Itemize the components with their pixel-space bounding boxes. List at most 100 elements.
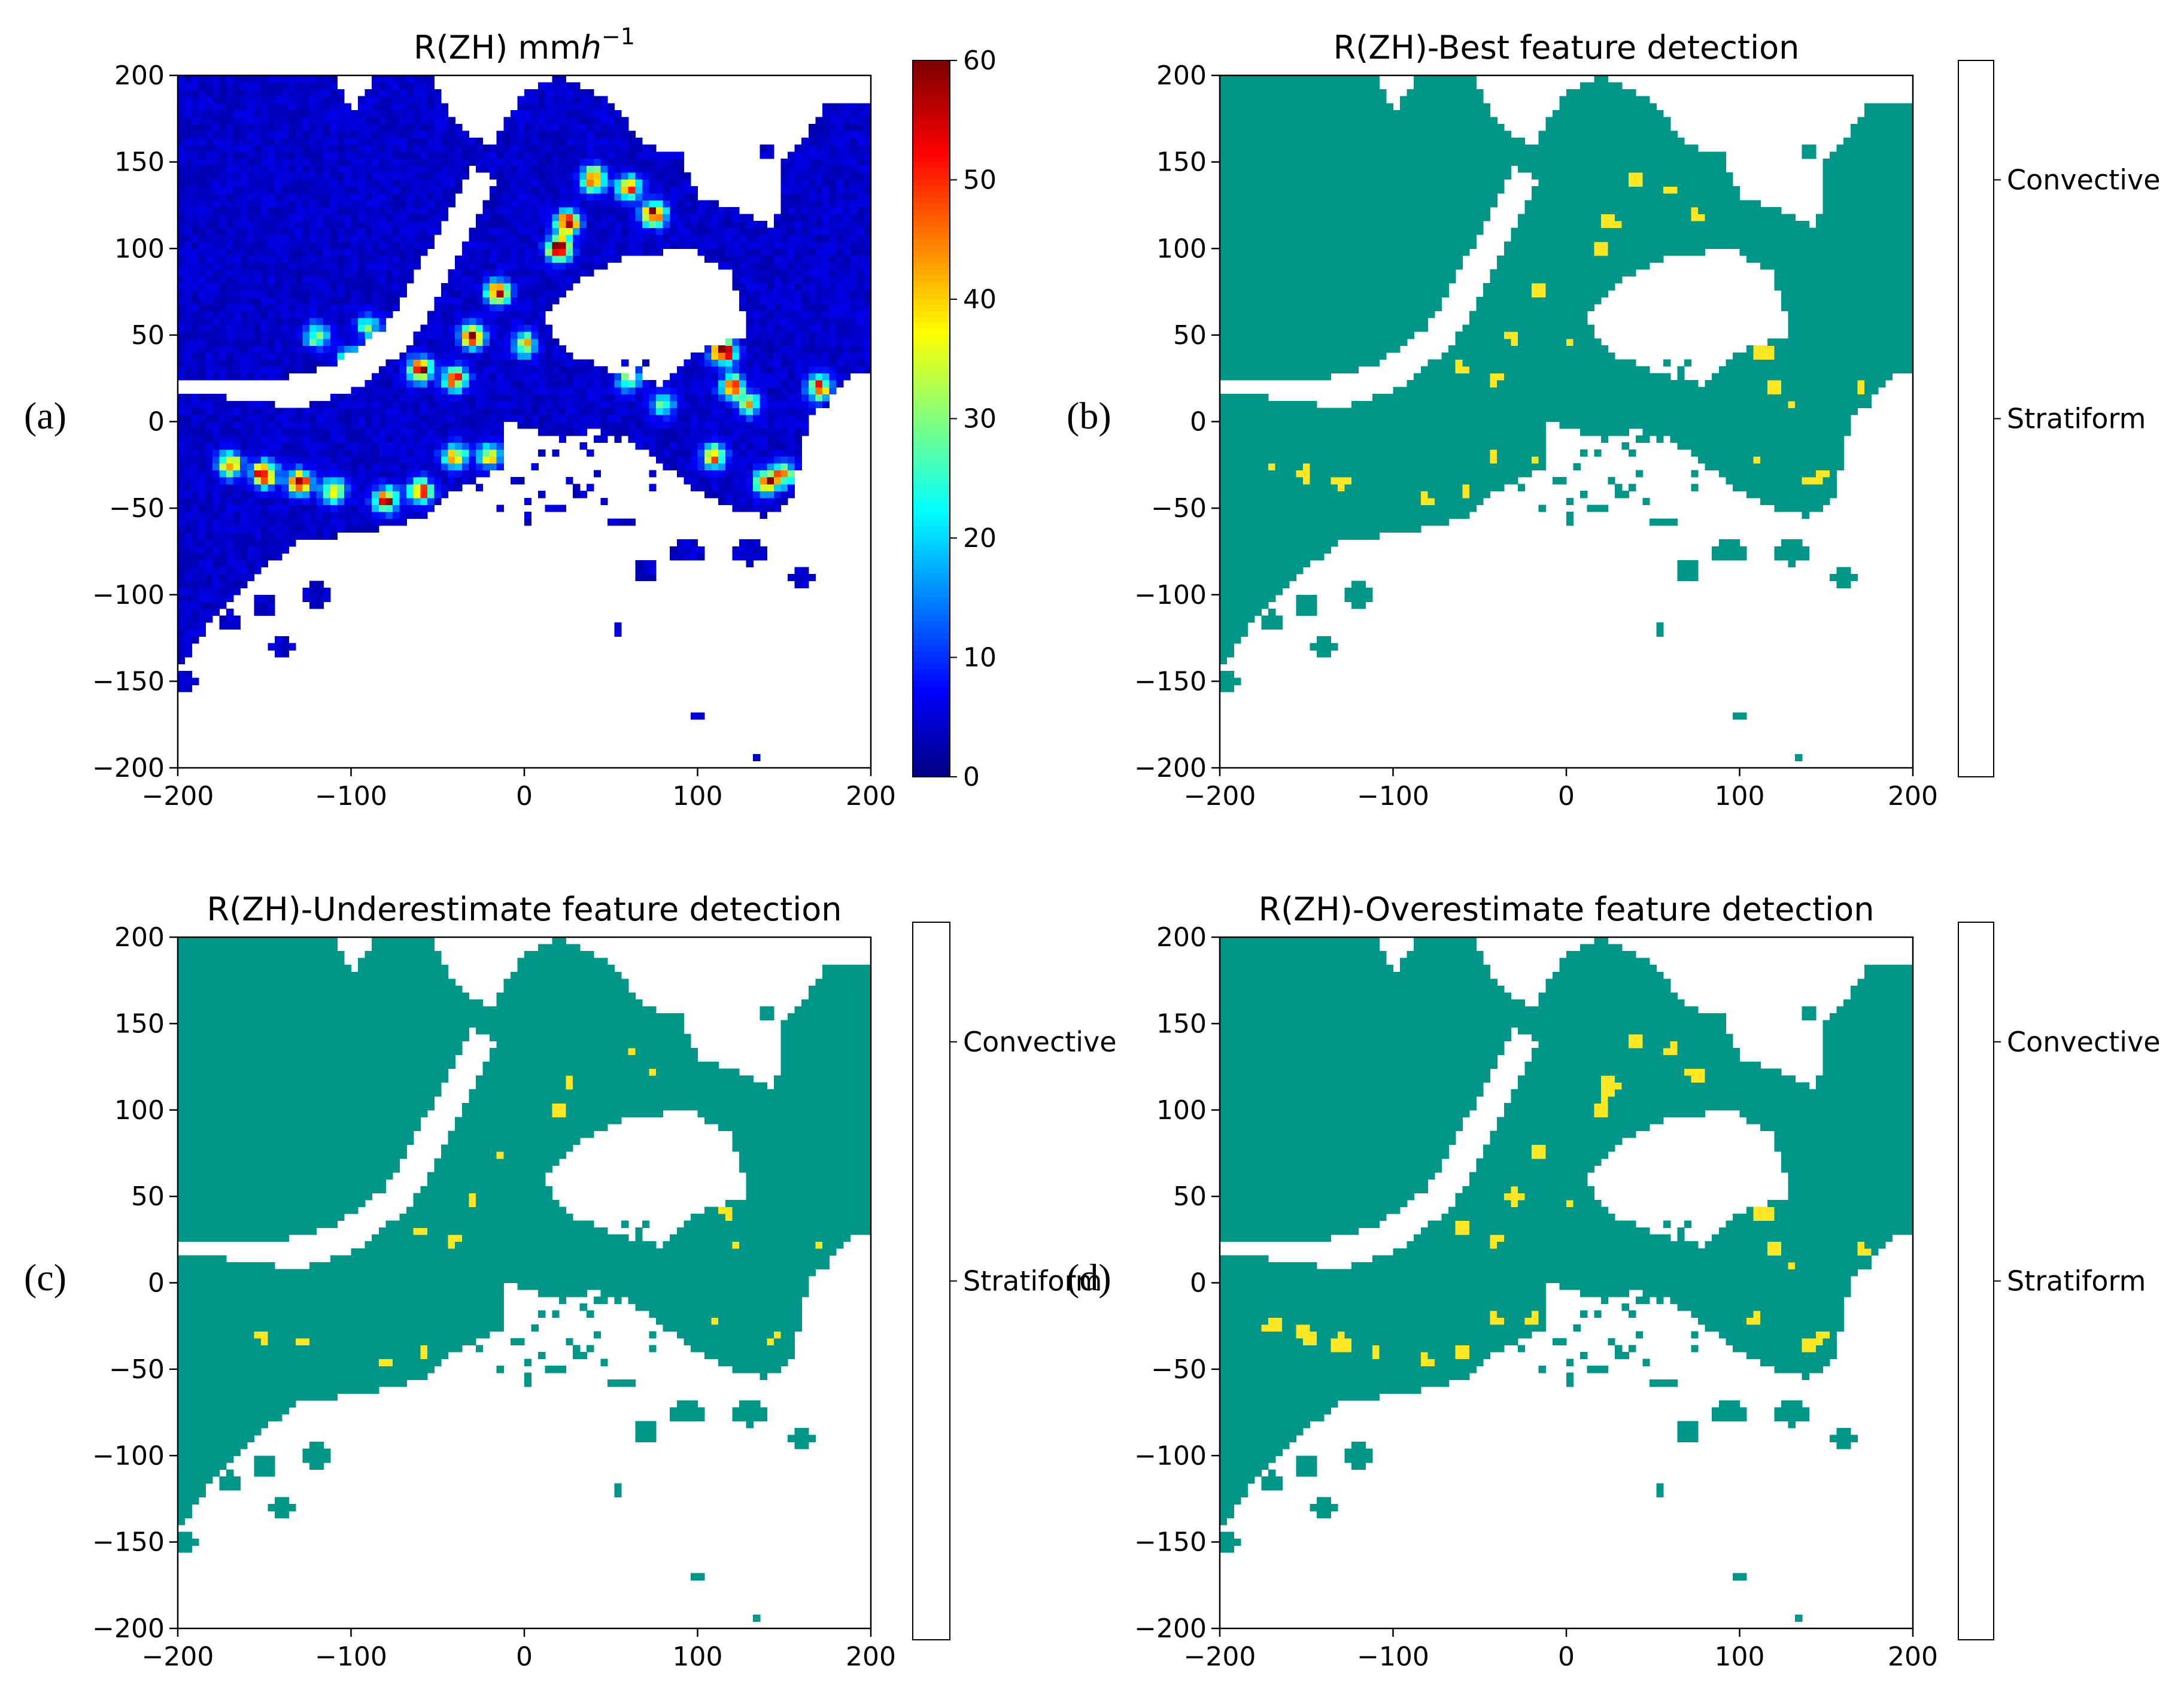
heatmap-cell <box>600 387 608 394</box>
heatmap-cell <box>233 442 241 450</box>
heatmap-cell <box>212 539 220 547</box>
heatmap-cell <box>808 332 816 339</box>
heatmap-cell <box>413 359 421 367</box>
heatmap-cell <box>558 408 567 415</box>
heatmap-cell <box>448 435 455 443</box>
heatmap-cell <box>552 269 560 277</box>
heatmap-cell <box>406 89 414 97</box>
heatmap-cell <box>732 497 740 505</box>
heatmap-cell <box>767 463 774 471</box>
heatmap-cell <box>302 505 310 512</box>
heatmap-cell <box>746 214 754 221</box>
heatmap-cell <box>240 103 248 111</box>
heatmap-cell <box>780 394 788 402</box>
heatmap-cell <box>413 345 421 353</box>
heatmap-cell <box>635 165 643 173</box>
heatmap-cell <box>850 124 858 132</box>
heatmap-cell <box>281 214 289 221</box>
heatmap-cell <box>545 303 552 311</box>
heatmap-cell <box>482 442 490 450</box>
heatmap-cell <box>413 179 421 187</box>
heatmap-cell <box>635 138 643 145</box>
heatmap-cell <box>822 158 830 166</box>
heatmap-cell <box>351 511 359 519</box>
heatmap-cell <box>649 414 657 423</box>
heatmap-cell <box>295 193 303 200</box>
heatmap-cell <box>399 248 407 256</box>
heatmap-cell <box>337 352 345 360</box>
heatmap-cell <box>531 366 539 374</box>
heatmap-cell <box>268 643 275 651</box>
heatmap-cell <box>364 124 372 132</box>
heatmap-cell <box>635 435 643 443</box>
heatmap-cell <box>538 324 546 332</box>
heatmap-cell <box>490 248 497 256</box>
heatmap-cell <box>393 124 400 132</box>
heatmap-cell <box>642 560 650 568</box>
heatmap-cell <box>760 470 767 478</box>
heatmap-cell <box>614 518 622 526</box>
heatmap-cell <box>510 158 518 166</box>
heatmap-cell <box>538 276 546 284</box>
heatmap-cell <box>233 103 241 111</box>
heatmap-cell <box>656 193 664 200</box>
heatmap-cell <box>496 172 504 180</box>
heatmap-cell <box>552 82 560 90</box>
heatmap-cell <box>198 241 206 249</box>
heatmap-cell <box>843 332 850 339</box>
heatmap-cell <box>475 387 484 394</box>
heatmap-cell <box>198 324 206 332</box>
heatmap-cell <box>448 338 455 346</box>
heatmap-cell <box>663 221 670 229</box>
heatmap-cell <box>635 241 643 249</box>
heatmap-cell <box>427 130 435 138</box>
heatmap-cell <box>801 186 809 194</box>
heatmap-cell <box>600 235 608 242</box>
heatmap-cell <box>240 414 248 423</box>
heatmap-cell <box>704 408 712 415</box>
heatmap-cell <box>323 235 331 242</box>
heatmap-cell <box>184 276 192 284</box>
heatmap-cell <box>226 338 234 346</box>
heatmap-cell <box>178 317 186 326</box>
heatmap-cell <box>198 110 206 118</box>
heatmap-cell <box>420 96 428 104</box>
heatmap-cell <box>517 290 525 297</box>
heatmap-cell <box>316 283 324 291</box>
heatmap-cell <box>732 442 740 450</box>
heatmap-cell <box>378 165 386 173</box>
heatmap-cell <box>475 262 484 270</box>
heatmap-cell <box>843 124 850 132</box>
heatmap-cell <box>510 283 518 291</box>
heatmap-cell <box>822 103 830 111</box>
heatmap-cell <box>801 241 809 249</box>
heatmap-cell <box>718 414 726 423</box>
heatmap-cell <box>469 297 476 305</box>
heatmap-cell <box>552 158 560 166</box>
heatmap-cell <box>558 75 567 83</box>
heatmap-cell <box>198 124 206 132</box>
heatmap-cell <box>843 186 850 194</box>
heatmap-cell <box>192 546 199 554</box>
heatmap-cell <box>558 276 567 284</box>
heatmap-cell <box>697 553 705 561</box>
heatmap-cell <box>517 283 525 291</box>
heatmap-cell <box>760 408 767 415</box>
heatmap-cell <box>420 449 428 457</box>
heatmap-cell <box>184 463 192 471</box>
heatmap-cell <box>843 117 850 124</box>
heatmap-cell <box>378 193 386 200</box>
heatmap-cell <box>178 158 186 166</box>
heatmap-cell <box>295 442 303 450</box>
heatmap-cell <box>393 276 400 284</box>
heatmap-cell <box>378 124 386 132</box>
heatmap-cell <box>393 463 400 471</box>
heatmap-cell <box>233 193 241 200</box>
heatmap-cell <box>219 366 227 374</box>
heatmap-cell <box>635 567 643 575</box>
heatmap-cell <box>836 138 844 145</box>
heatmap-cell <box>524 380 532 388</box>
heatmap-cell <box>275 332 283 339</box>
heatmap-cell <box>482 449 490 457</box>
heatmap-cell <box>323 262 331 270</box>
